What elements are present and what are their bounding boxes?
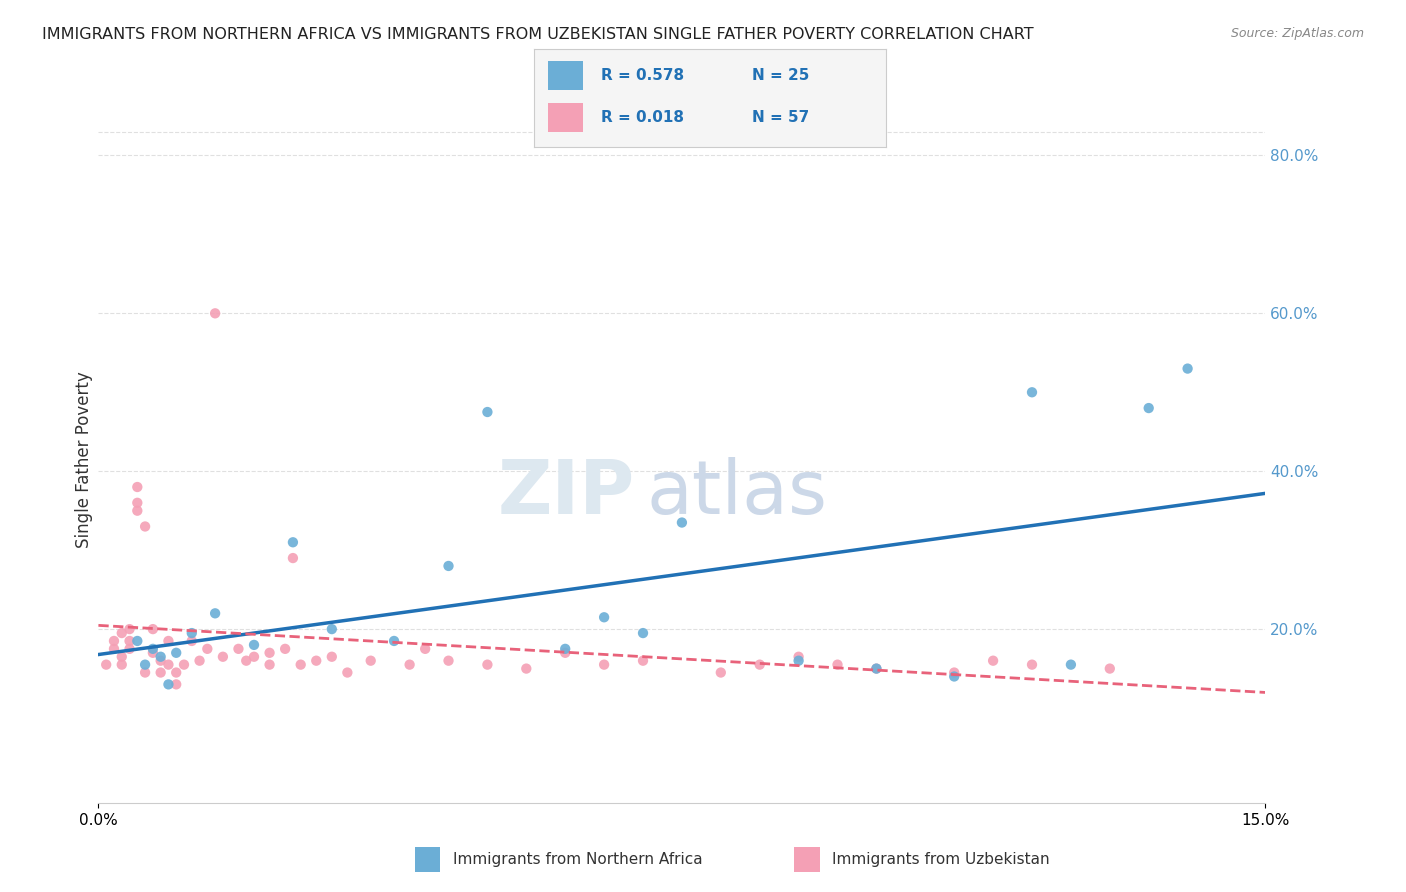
Point: [103, 634, 125, 648]
Point: [127, 634, 149, 648]
Point: [1098, 662, 1121, 676]
Text: IMMIGRANTS FROM NORTHERN AFRICA VS IMMIGRANTS FROM UZBEKISTAN SINGLE FATHER POVE: IMMIGRANTS FROM NORTHERN AFRICA VS IMMIG…: [42, 27, 1033, 42]
Point: [398, 657, 420, 672]
Text: ZIP: ZIP: [498, 458, 636, 530]
Point: [142, 641, 165, 656]
Point: [149, 649, 172, 664]
Point: [149, 654, 172, 668]
Point: [281, 551, 304, 566]
Text: R = 0.018: R = 0.018: [602, 111, 685, 125]
Point: [1177, 361, 1199, 376]
Point: [180, 626, 202, 640]
Point: [165, 646, 187, 660]
Bar: [548, 61, 583, 90]
Point: [593, 657, 616, 672]
Point: [134, 657, 156, 672]
Point: [127, 496, 149, 510]
Point: [865, 662, 887, 676]
Y-axis label: Single Father Poverty: Single Father Poverty: [75, 371, 93, 548]
Point: [134, 519, 156, 533]
Point: [103, 641, 125, 656]
Point: [195, 641, 218, 656]
Point: [243, 649, 266, 664]
Point: [127, 480, 149, 494]
Point: [336, 665, 359, 680]
Point: [149, 665, 172, 680]
Point: [1060, 657, 1083, 672]
Text: Immigrants from Uzbekistan: Immigrants from Uzbekistan: [832, 853, 1050, 867]
Point: [321, 622, 343, 636]
Point: [1137, 401, 1160, 415]
Point: [157, 657, 180, 672]
Point: [631, 626, 654, 640]
Point: [787, 649, 810, 664]
Point: [96, 657, 118, 672]
Point: [188, 654, 211, 668]
Point: [943, 665, 966, 680]
Point: [1021, 657, 1043, 672]
Text: R = 0.578: R = 0.578: [602, 68, 685, 83]
Point: [865, 662, 887, 676]
Point: [111, 649, 134, 664]
Point: [671, 516, 693, 530]
Point: [134, 665, 156, 680]
Point: [204, 607, 226, 621]
Point: [111, 657, 134, 672]
Point: [321, 649, 343, 664]
Point: [631, 654, 654, 668]
Point: [981, 654, 1004, 668]
Point: [1021, 385, 1043, 400]
Point: [437, 558, 460, 573]
Text: N = 25: N = 25: [752, 68, 810, 83]
Point: [165, 677, 187, 691]
Point: [127, 504, 149, 518]
Point: [274, 641, 297, 656]
Point: [259, 646, 281, 660]
Point: [710, 665, 733, 680]
Point: [204, 306, 226, 320]
Point: [118, 641, 141, 656]
Point: [259, 657, 281, 672]
Text: atlas: atlas: [647, 458, 828, 530]
Point: [382, 634, 405, 648]
Point: [360, 654, 382, 668]
Point: [228, 641, 250, 656]
Point: [290, 657, 312, 672]
Point: [118, 634, 141, 648]
Point: [413, 641, 436, 656]
Point: [748, 657, 770, 672]
Bar: [548, 103, 583, 133]
Point: [827, 657, 849, 672]
Point: [477, 657, 499, 672]
Point: [437, 654, 460, 668]
Point: [111, 626, 134, 640]
Point: [515, 662, 537, 676]
Point: [157, 677, 180, 691]
Point: [165, 665, 187, 680]
Text: Immigrants from Northern Africa: Immigrants from Northern Africa: [453, 853, 703, 867]
Point: [142, 646, 165, 660]
Point: [554, 646, 576, 660]
Point: [305, 654, 328, 668]
Point: [943, 669, 966, 683]
Point: [173, 657, 195, 672]
Point: [212, 649, 235, 664]
Point: [281, 535, 304, 549]
Text: Source: ZipAtlas.com: Source: ZipAtlas.com: [1230, 27, 1364, 40]
Point: [554, 641, 576, 656]
Point: [142, 622, 165, 636]
Point: [477, 405, 499, 419]
Point: [180, 634, 202, 648]
Point: [118, 622, 141, 636]
Point: [593, 610, 616, 624]
Point: [243, 638, 266, 652]
Text: N = 57: N = 57: [752, 111, 810, 125]
Point: [157, 634, 180, 648]
Point: [787, 654, 810, 668]
Point: [235, 654, 257, 668]
